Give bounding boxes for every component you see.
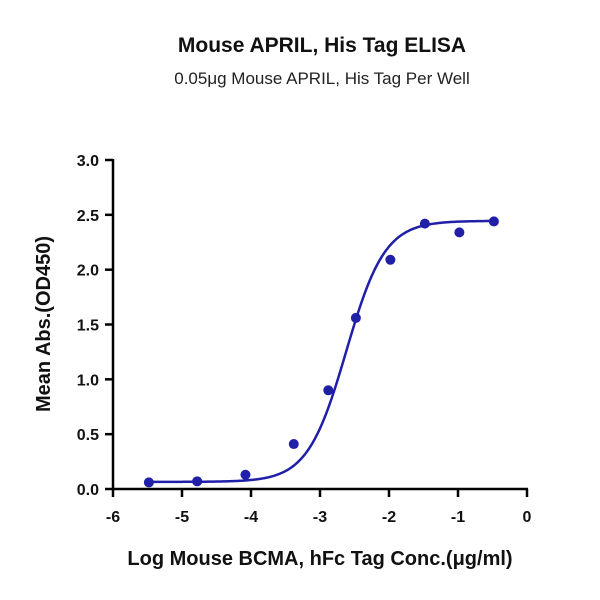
data-point — [385, 254, 396, 265]
y-axis-ticks: 0.0 0.5 1.0 1.5 2.0 2.5 3.0 — [77, 153, 113, 499]
x-tick-label: -6 — [106, 509, 120, 526]
x-tick-label: -4 — [244, 509, 258, 526]
y-tick-label: 1.0 — [77, 372, 99, 389]
axes — [111, 159, 528, 491]
x-axis-label: Log Mouse BCMA, hFc Tag Conc.(μg/ml) — [127, 548, 512, 570]
y-axis-label: Mean Abs.(OD450) — [33, 236, 55, 412]
data-point — [323, 385, 334, 396]
fit-curve-layer — [148, 219, 494, 484]
x-tick-label: -5 — [175, 509, 189, 526]
x-tick-label: 0 — [523, 509, 532, 526]
data-points — [143, 216, 499, 488]
data-point — [288, 439, 299, 450]
data-point — [419, 218, 430, 229]
data-point — [143, 477, 154, 488]
data-point — [454, 227, 465, 238]
y-tick-label: 0.5 — [77, 427, 99, 444]
chart-title: Mouse APRIL, His Tag ELISA — [178, 34, 466, 57]
x-tick-label: -1 — [451, 509, 465, 526]
x-axis-ticks: -6 -5 -4 -3 -2 -1 0 — [106, 489, 532, 526]
y-tick-label: 2.0 — [77, 263, 99, 280]
data-point — [192, 476, 203, 487]
data-point — [240, 469, 251, 480]
x-tick-label: -3 — [313, 509, 327, 526]
y-tick-label: 2.5 — [77, 208, 99, 225]
data-point — [350, 312, 361, 323]
y-tick-label: 1.5 — [77, 318, 99, 335]
y-tick-label: 3.0 — [77, 153, 99, 170]
fit-curve — [148, 219, 494, 484]
chart-subtitle: 0.05μg Mouse APRIL, His Tag Per Well — [174, 69, 469, 88]
x-tick-label: -2 — [382, 509, 396, 526]
y-tick-label: 0.0 — [77, 482, 99, 499]
data-point — [488, 216, 499, 227]
